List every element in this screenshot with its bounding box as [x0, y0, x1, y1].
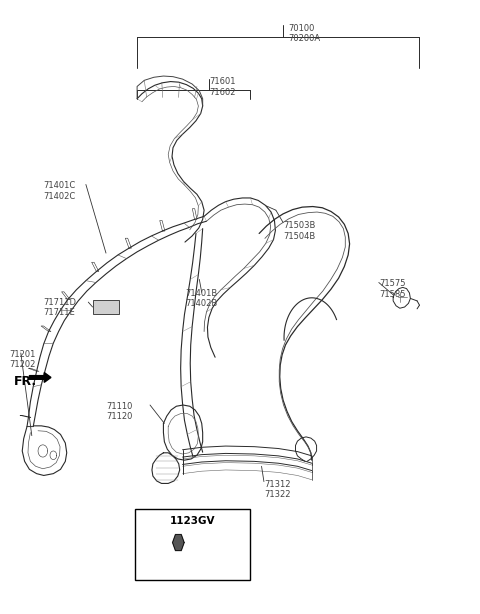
- Text: 71201
71202: 71201 71202: [9, 350, 36, 369]
- Text: 71503B
71504B: 71503B 71504B: [283, 221, 315, 241]
- Text: 70100
70200A: 70100 70200A: [288, 24, 320, 44]
- Text: 71711D
71711E: 71711D 71711E: [44, 298, 77, 317]
- Polygon shape: [173, 535, 184, 551]
- Bar: [93, 300, 119, 314]
- Text: 71110
71120: 71110 71120: [106, 402, 132, 421]
- FancyArrow shape: [29, 373, 51, 383]
- Text: FR.: FR.: [14, 375, 37, 388]
- Bar: [135, 509, 250, 580]
- Text: 71401C
71402C: 71401C 71402C: [44, 181, 76, 201]
- Text: 71401B
71402B: 71401B 71402B: [185, 289, 217, 308]
- Text: 71575
71585: 71575 71585: [379, 279, 405, 299]
- Text: 71601
71602: 71601 71602: [209, 77, 235, 96]
- Text: 71312
71322: 71312 71322: [264, 480, 290, 499]
- Text: 1123GV: 1123GV: [169, 516, 215, 526]
